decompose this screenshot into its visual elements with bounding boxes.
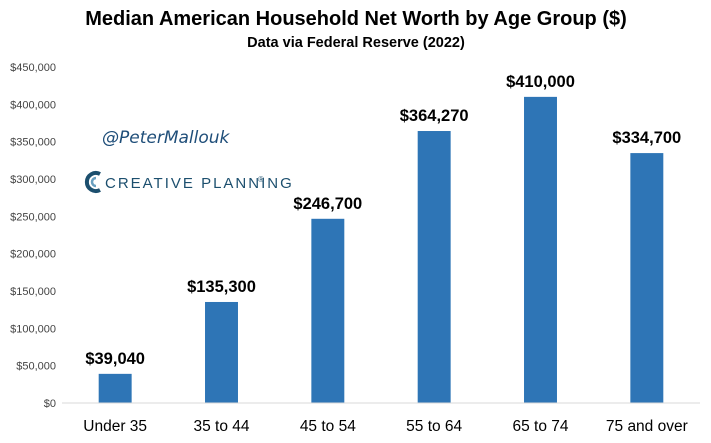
bar: [311, 218, 345, 403]
data-labels: $39,040 $135,300 $246,700 $364,270 $410,000 $…: [85, 73, 681, 368]
twitter-handle: @PeterMallouk: [102, 128, 231, 148]
x-tick-label: 35 to 44: [193, 418, 249, 435]
x-tick-label: 45 to 54: [300, 418, 356, 435]
y-tick-label: $0: [44, 398, 56, 410]
x-tick-label: Under 35: [83, 418, 147, 435]
y-tick-label: $250,000: [10, 211, 56, 223]
data-label: $334,700: [612, 129, 681, 147]
y-tick-label: $50,000: [16, 361, 56, 373]
y-tick-label: $300,000: [10, 174, 56, 186]
chart-title: Median American Household Net Worth by A…: [85, 8, 627, 30]
data-label: $364,270: [400, 107, 469, 125]
x-tick-label: 65 to 74: [512, 418, 568, 435]
data-label: $39,040: [85, 350, 145, 368]
y-tick-label: $200,000: [10, 249, 56, 261]
brand-name: CREATIVE PLANNING: [105, 175, 294, 192]
x-tick-label: 75 and over: [606, 418, 688, 435]
y-tick-label: $450,000: [10, 62, 56, 74]
creative-planning-c-icon: [84, 171, 101, 193]
bar: [630, 153, 664, 403]
creative-planning-logo: CREATIVE PLANNING ®: [84, 171, 294, 193]
bar: [205, 301, 238, 403]
bar: [98, 373, 132, 403]
bars: [98, 96, 664, 404]
x-axis: Under 35 35 to 44 45 to 54 55 to 64 65 to 74…: [62, 402, 700, 435]
x-tick-label: 55 to 64: [406, 418, 462, 435]
data-label: $246,700: [293, 195, 362, 213]
data-label: $135,300: [187, 278, 256, 296]
bar: [524, 96, 557, 403]
y-tick-label: $350,000: [10, 137, 56, 149]
y-axis: $0 $50,000 $100,000 $150,000 $200,000 $250,00…: [10, 62, 56, 410]
chart-subtitle: Data via Federal Reserve (2022): [247, 35, 465, 51]
bar: [417, 131, 451, 404]
data-label: $410,000: [506, 73, 575, 91]
y-tick-label: $400,000: [10, 99, 56, 111]
y-tick-label: $100,000: [10, 323, 56, 335]
registered-mark: ®: [258, 175, 264, 184]
y-tick-label: $150,000: [10, 286, 56, 298]
